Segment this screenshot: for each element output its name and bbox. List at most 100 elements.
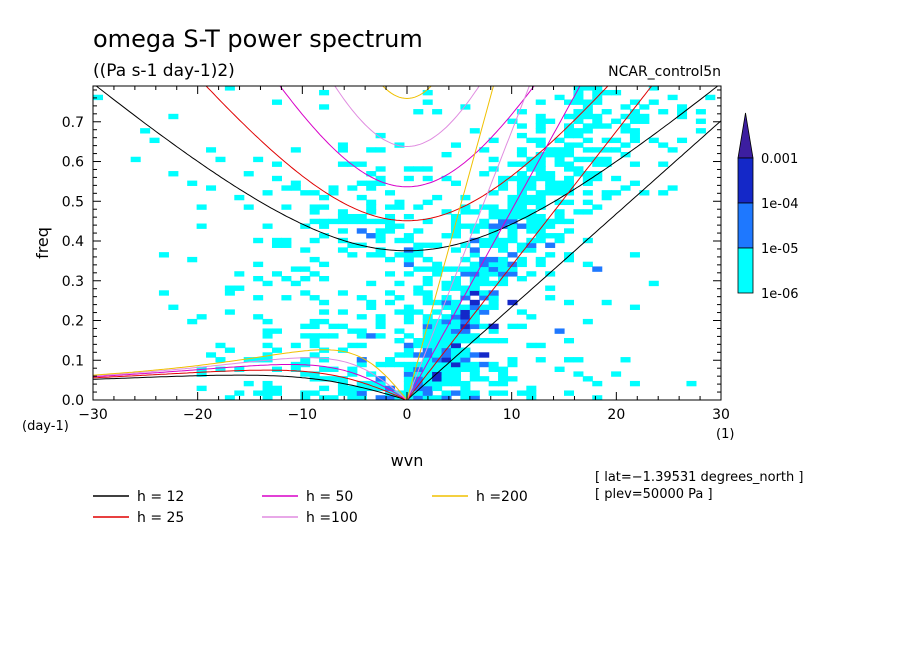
contour-cell bbox=[592, 118, 603, 124]
contour-cell bbox=[432, 395, 443, 400]
y-tick-label: 0.6 bbox=[62, 155, 84, 171]
contour-cell bbox=[366, 199, 377, 206]
contour-cell bbox=[460, 333, 471, 339]
contour-cell bbox=[422, 89, 433, 96]
contour-cell bbox=[441, 266, 452, 272]
contour-cell bbox=[356, 218, 367, 225]
contour-cell bbox=[422, 333, 433, 339]
contour-cell bbox=[498, 213, 509, 220]
contour-cell bbox=[375, 252, 386, 258]
contour-cell bbox=[535, 204, 546, 210]
contour-cell bbox=[526, 209, 537, 215]
colorbar: 1e-06 1e-05 1e-04 0.001 bbox=[737, 112, 799, 302]
contour-cell bbox=[356, 333, 367, 339]
contour-cell bbox=[488, 166, 499, 172]
contour-cell bbox=[507, 209, 518, 215]
contour-cell bbox=[337, 213, 348, 220]
contour-cell bbox=[507, 271, 518, 277]
contour-cell bbox=[582, 109, 593, 115]
contour-cell bbox=[545, 285, 556, 291]
contour-cell bbox=[535, 190, 546, 196]
contour-cell bbox=[620, 113, 631, 120]
contour-cell bbox=[337, 247, 348, 253]
contour-cell bbox=[658, 109, 669, 115]
contour-cell bbox=[564, 128, 575, 134]
contour-cell bbox=[366, 280, 377, 287]
contour-cell bbox=[498, 271, 509, 277]
contour-cell bbox=[460, 323, 471, 330]
contour-cell bbox=[573, 132, 584, 139]
contour-cell bbox=[356, 328, 367, 334]
dispersion-curve-rossby bbox=[93, 364, 408, 400]
contour-cell bbox=[403, 376, 414, 382]
contour-cell bbox=[469, 395, 480, 400]
dispersion-curve-eig bbox=[279, 86, 535, 188]
dispersion-curve-rossby bbox=[93, 349, 408, 400]
contour-cell bbox=[450, 280, 461, 287]
contour-cell bbox=[243, 380, 254, 387]
contour-cell bbox=[337, 161, 348, 167]
contour-cell bbox=[479, 242, 490, 248]
run-label: NCAR_control5n bbox=[608, 64, 721, 80]
contour-cell bbox=[554, 137, 565, 144]
contour-cell bbox=[450, 228, 461, 234]
contour-cell bbox=[366, 171, 377, 177]
contour-cell bbox=[432, 376, 443, 382]
contour-cell bbox=[648, 86, 659, 91]
contour-cell bbox=[573, 128, 584, 134]
contour-cell bbox=[224, 395, 235, 400]
contour-cell bbox=[469, 304, 480, 310]
contour-cell bbox=[507, 299, 518, 306]
contour-cell bbox=[206, 147, 217, 153]
contour-cell bbox=[545, 190, 556, 196]
contour-cell bbox=[479, 237, 490, 244]
contour-cell bbox=[564, 199, 575, 206]
contour-cell bbox=[582, 99, 593, 105]
contour-cell bbox=[300, 290, 311, 296]
contour-cell bbox=[262, 390, 273, 396]
contour-cell bbox=[432, 337, 443, 344]
contour-cell bbox=[592, 99, 603, 105]
contour-cell bbox=[677, 137, 688, 144]
contour-cell bbox=[309, 333, 320, 339]
contour-cell bbox=[658, 142, 669, 148]
contour-cell bbox=[516, 194, 527, 201]
contour-cell bbox=[366, 380, 377, 387]
contour-cell bbox=[168, 113, 179, 120]
contour-cell bbox=[262, 223, 273, 229]
contour-cell bbox=[469, 209, 480, 215]
contour-cell bbox=[356, 357, 367, 363]
contour-cell bbox=[140, 128, 151, 134]
contour-cell bbox=[366, 147, 377, 153]
dispersion-curve-kelvin bbox=[406, 120, 721, 400]
contour-cell bbox=[309, 352, 320, 358]
contour-cell bbox=[356, 385, 367, 392]
contour-cell bbox=[385, 213, 396, 220]
x-units: (1) bbox=[716, 427, 734, 442]
contour-cell bbox=[564, 218, 575, 225]
contour-cell bbox=[479, 337, 490, 344]
contour-cell bbox=[337, 290, 348, 296]
contour-cell bbox=[403, 256, 414, 263]
contour-cell bbox=[488, 290, 499, 296]
contour-cell bbox=[498, 218, 509, 225]
contour-cell bbox=[601, 137, 612, 144]
contour-cell bbox=[479, 275, 490, 282]
contour-cell bbox=[601, 89, 612, 96]
contour-cell bbox=[535, 237, 546, 244]
contour-cell bbox=[469, 228, 480, 234]
contour-cell bbox=[516, 147, 527, 153]
contour-cell bbox=[432, 328, 443, 334]
contour-cell bbox=[488, 209, 499, 215]
contour-cell bbox=[545, 151, 556, 158]
contour-cell bbox=[413, 380, 424, 387]
dispersion-curve-kelvin bbox=[406, 86, 581, 400]
contour-cell bbox=[564, 147, 575, 153]
contour-cell bbox=[196, 385, 207, 392]
contour-cell bbox=[677, 104, 688, 110]
contour-cell bbox=[319, 261, 330, 268]
contour-cell bbox=[356, 228, 367, 234]
contour-cell bbox=[271, 237, 282, 244]
contour-cell bbox=[629, 161, 640, 167]
contour-cell bbox=[582, 156, 593, 163]
